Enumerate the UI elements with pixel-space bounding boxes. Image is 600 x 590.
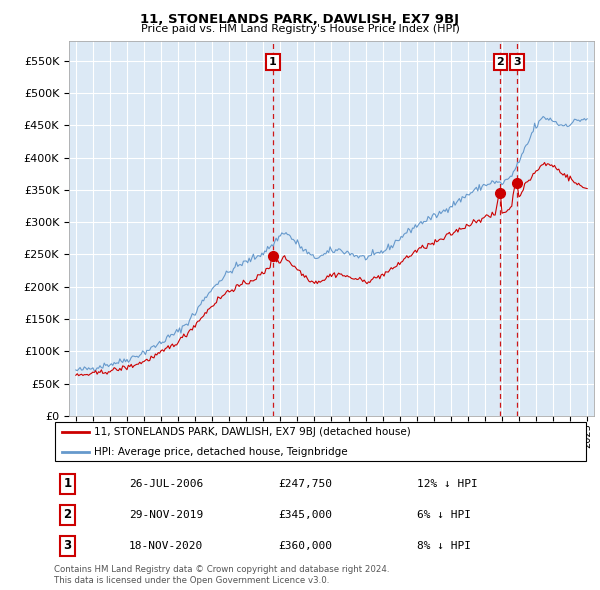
Text: 6% ↓ HPI: 6% ↓ HPI: [417, 510, 471, 520]
Text: 2: 2: [497, 57, 504, 67]
Text: 8% ↓ HPI: 8% ↓ HPI: [417, 541, 471, 551]
Text: £247,750: £247,750: [278, 478, 332, 489]
FancyBboxPatch shape: [55, 422, 586, 461]
Text: 26-JUL-2006: 26-JUL-2006: [129, 478, 203, 489]
Text: 11, STONELANDS PARK, DAWLISH, EX7 9BJ (detached house): 11, STONELANDS PARK, DAWLISH, EX7 9BJ (d…: [94, 427, 411, 437]
Text: 1: 1: [63, 477, 71, 490]
Text: £360,000: £360,000: [278, 541, 332, 551]
Text: 29-NOV-2019: 29-NOV-2019: [129, 510, 203, 520]
Text: 1: 1: [269, 57, 277, 67]
Text: 12% ↓ HPI: 12% ↓ HPI: [417, 478, 478, 489]
Text: 2: 2: [63, 508, 71, 522]
Text: 3: 3: [63, 539, 71, 552]
Text: 18-NOV-2020: 18-NOV-2020: [129, 541, 203, 551]
Text: Contains HM Land Registry data © Crown copyright and database right 2024.
This d: Contains HM Land Registry data © Crown c…: [54, 565, 389, 585]
Text: Price paid vs. HM Land Registry's House Price Index (HPI): Price paid vs. HM Land Registry's House …: [140, 24, 460, 34]
Text: £345,000: £345,000: [278, 510, 332, 520]
Text: 11, STONELANDS PARK, DAWLISH, EX7 9BJ: 11, STONELANDS PARK, DAWLISH, EX7 9BJ: [140, 13, 460, 26]
Text: 3: 3: [513, 57, 521, 67]
Text: HPI: Average price, detached house, Teignbridge: HPI: Average price, detached house, Teig…: [94, 447, 347, 457]
